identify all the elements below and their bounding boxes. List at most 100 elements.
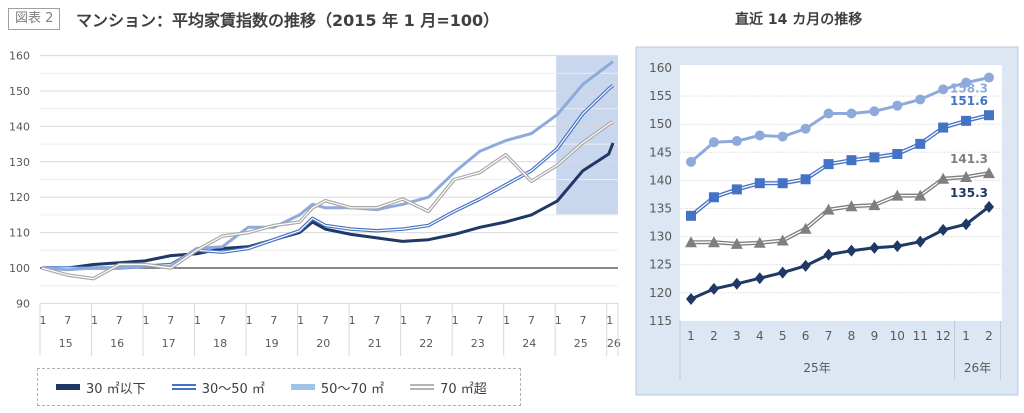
data-point: [961, 77, 972, 88]
data-point: [776, 234, 789, 246]
legend-item-70-over: 70 ㎡超: [410, 378, 487, 397]
data-point: [869, 152, 880, 163]
x-month-tick: 4: [756, 329, 764, 343]
data-point: [754, 178, 765, 189]
data-point: [799, 222, 812, 234]
y-tick-label: 120: [649, 286, 672, 300]
data-point: [708, 137, 719, 148]
x-month-tick: 2: [710, 329, 718, 343]
x-month-tick: 3: [733, 329, 741, 343]
data-point: [938, 84, 949, 95]
legend-label: 30～50 ㎡: [201, 381, 265, 397]
data-point: [686, 210, 696, 221]
x-month-tick: 1: [400, 314, 407, 327]
x-year-label: 25年: [803, 361, 830, 375]
data-point: [984, 200, 994, 213]
y-tick-label: 150: [9, 85, 30, 98]
data-point: [823, 248, 834, 261]
x-year-label: 16: [110, 337, 124, 350]
data-point: [891, 189, 904, 201]
figure-label: 図表 2: [8, 8, 61, 30]
x-month-tick: 6: [802, 329, 810, 343]
x-year-label: 26: [607, 337, 621, 350]
x-month-tick: 7: [528, 314, 535, 327]
x-year-label: 23: [471, 337, 485, 350]
data-point: [983, 167, 995, 179]
data-point: [915, 94, 926, 105]
x-year-label: 24: [522, 337, 536, 350]
y-tick-label: 130: [649, 230, 672, 244]
x-month-tick: 7: [116, 314, 123, 327]
y-tick-label: 135: [649, 202, 672, 216]
data-point: [846, 108, 857, 119]
data-point: [800, 174, 811, 185]
x-year-label: 18: [213, 337, 227, 350]
data-label: 151.6: [950, 94, 988, 108]
series-line-3: [41, 120, 614, 281]
data-point: [984, 72, 994, 83]
x-month-tick: 5: [779, 329, 787, 343]
data-point: [685, 236, 697, 248]
data-point: [846, 155, 857, 166]
x-month-tick: 1: [349, 314, 356, 327]
data-point: [777, 266, 788, 279]
y-tick-label: 130: [9, 156, 30, 169]
x-month-tick: 7: [322, 314, 329, 327]
x-month-tick: 1: [452, 314, 459, 327]
data-point: [937, 172, 950, 184]
x-month-tick: 1: [246, 314, 253, 327]
legend-swatch: [410, 384, 435, 390]
data-label: 135.3: [950, 186, 988, 200]
y-tick-label: 140: [649, 173, 672, 187]
x-month-tick: 12: [936, 329, 951, 343]
data-point: [892, 148, 903, 159]
y-tick-label: 100: [9, 262, 30, 275]
data-point: [961, 218, 972, 231]
x-year-label: 17: [162, 337, 176, 350]
data-point: [730, 237, 743, 249]
x-month-tick: 7: [825, 329, 833, 343]
data-point: [845, 200, 858, 212]
data-point: [708, 192, 719, 203]
legend-swatch: [171, 384, 196, 390]
x-month-tick: 9: [871, 329, 879, 343]
x-month-tick: 7: [425, 314, 432, 327]
legend-label: 30 ㎡以下: [86, 381, 146, 397]
data-point: [754, 130, 765, 141]
data-point: [708, 282, 719, 295]
data-point: [731, 277, 742, 290]
x-month-tick: 1: [555, 314, 562, 327]
y-tick-label: 120: [9, 191, 30, 204]
y-tick-label: 90: [16, 297, 30, 310]
y-tick-label: 160: [649, 61, 672, 75]
series-line-0: [42, 142, 615, 270]
legend-item-50-70: 50～70 ㎡: [290, 378, 384, 397]
legend-item-30-below: 30 ㎡以下: [56, 378, 146, 397]
x-month-tick: 1: [40, 314, 47, 327]
x-month-tick: 2: [985, 329, 993, 343]
x-month-tick: 1: [194, 314, 201, 327]
x-month-tick: 10: [890, 329, 905, 343]
legend-swatch: [290, 384, 315, 390]
x-month-tick: 1: [91, 314, 98, 327]
x-month-tick: 1: [962, 329, 970, 343]
y-tick-label: 150: [649, 117, 672, 131]
y-tick-label: 115: [649, 314, 672, 328]
data-point: [707, 236, 720, 248]
x-month-tick: 7: [219, 314, 226, 327]
x-month-tick: 7: [167, 314, 174, 327]
x-month-tick: 11: [913, 329, 928, 343]
data-point: [984, 110, 994, 121]
y-tick-label: 160: [9, 50, 30, 63]
series-line-2: [41, 60, 614, 272]
x-year-label: 21: [368, 337, 382, 350]
data-point: [892, 100, 903, 111]
y-tick-label: 140: [9, 120, 30, 133]
x-year-label: 20: [316, 337, 330, 350]
x-month-tick: 1: [503, 314, 510, 327]
x-year-label: 22: [419, 337, 433, 350]
y-tick-label: 155: [649, 89, 672, 103]
series-line-3-inner: [41, 121, 614, 280]
data-point: [938, 122, 949, 133]
